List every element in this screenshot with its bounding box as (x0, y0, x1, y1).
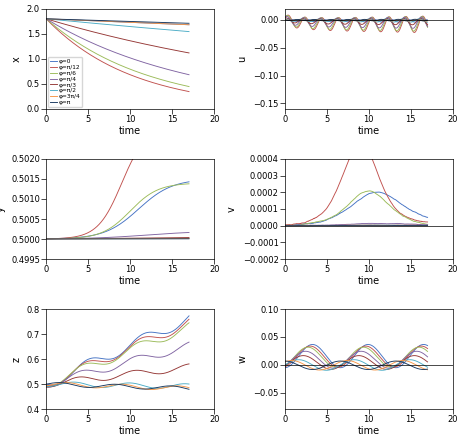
Line: φ=π/4: φ=π/4 (46, 19, 189, 75)
Line: φ=π/6: φ=π/6 (46, 19, 189, 87)
φ=π/12 (68, 39, 74, 44)
φ=0 (98, 18, 104, 24)
φ=π/4 (168, 68, 174, 73)
φ=π/12 (168, 85, 174, 90)
X-axis label: time: time (358, 276, 380, 286)
Y-axis label: v: v (227, 206, 237, 212)
X-axis label: time: time (119, 426, 141, 436)
φ=π/6 (168, 80, 174, 85)
φ=π/12 (43, 16, 49, 22)
φ=π/6 (98, 54, 104, 59)
φ=3π/4 (60, 17, 65, 22)
φ=0 (168, 22, 174, 27)
φ=π/2 (104, 22, 110, 27)
φ=π/12 (98, 59, 104, 64)
φ=π/4 (104, 47, 110, 52)
X-axis label: time: time (358, 426, 380, 436)
φ=π/2 (60, 18, 65, 23)
φ=π/6 (43, 16, 49, 22)
φ=π/3 (183, 50, 189, 55)
φ=0 (68, 17, 74, 22)
φ=π/3 (104, 33, 110, 38)
φ=0 (186, 22, 192, 27)
φ=π (183, 21, 189, 26)
φ=π/12 (186, 89, 192, 94)
φ=3π/4 (98, 18, 104, 24)
φ=π/6 (104, 57, 110, 62)
Line: φ=π/3: φ=π/3 (46, 19, 189, 53)
φ=π/6 (186, 84, 192, 89)
φ=π/12 (183, 88, 189, 94)
φ=π (104, 18, 110, 23)
Y-axis label: x: x (11, 56, 21, 62)
φ=3π/4 (43, 16, 49, 22)
φ=π/4 (183, 71, 189, 77)
X-axis label: time: time (119, 125, 141, 136)
φ=π/12 (104, 62, 110, 67)
φ=π/2 (68, 18, 74, 24)
φ=0 (60, 17, 65, 22)
φ=3π/4 (168, 22, 174, 27)
φ=π/3 (43, 16, 49, 22)
φ=π (168, 20, 174, 26)
X-axis label: time: time (358, 125, 380, 136)
φ=π/3 (68, 23, 74, 29)
φ=3π/4 (68, 17, 74, 22)
φ=π/3 (60, 21, 65, 26)
φ=π (186, 21, 192, 26)
Line: φ=π/12: φ=π/12 (46, 19, 189, 92)
φ=π (98, 18, 104, 23)
φ=3π/4 (186, 22, 192, 27)
Line: φ=π/2: φ=π/2 (46, 19, 189, 32)
Line: φ=0: φ=0 (46, 19, 189, 25)
Line: φ=π: φ=π (46, 19, 189, 23)
φ=π/2 (98, 21, 104, 26)
Y-axis label: z: z (11, 357, 21, 362)
φ=π/2 (183, 29, 189, 34)
φ=π/3 (98, 31, 104, 37)
φ=π/2 (186, 29, 192, 34)
φ=0 (183, 22, 189, 27)
φ=0 (43, 16, 49, 22)
φ=π/3 (186, 50, 192, 55)
Y-axis label: y: y (0, 206, 6, 212)
φ=π/2 (168, 27, 174, 33)
φ=π (43, 16, 49, 22)
φ=π/2 (43, 16, 49, 22)
φ=0 (104, 19, 110, 24)
Y-axis label: w: w (237, 355, 248, 363)
φ=π/4 (60, 26, 65, 31)
φ=π (60, 17, 65, 22)
Legend: φ=0, φ=π/12, φ=π/6, φ=π/4, φ=π/3, φ=π/2, φ=3π/4, φ=π: φ=0, φ=π/12, φ=π/6, φ=π/4, φ=π/3, φ=π/2,… (48, 57, 82, 107)
Y-axis label: u: u (237, 56, 248, 62)
φ=π (68, 17, 74, 22)
φ=π/6 (68, 36, 74, 41)
φ=π/12 (60, 32, 65, 37)
φ=π/4 (98, 44, 104, 49)
φ=π/4 (43, 16, 49, 22)
φ=π/4 (68, 30, 74, 35)
φ=3π/4 (183, 22, 189, 27)
Line: φ=3π/4: φ=3π/4 (46, 19, 189, 25)
φ=π/4 (186, 72, 192, 77)
X-axis label: time: time (119, 276, 141, 286)
φ=π/6 (60, 29, 65, 35)
φ=π/6 (183, 83, 189, 88)
φ=3π/4 (104, 19, 110, 24)
φ=π/3 (168, 47, 174, 52)
